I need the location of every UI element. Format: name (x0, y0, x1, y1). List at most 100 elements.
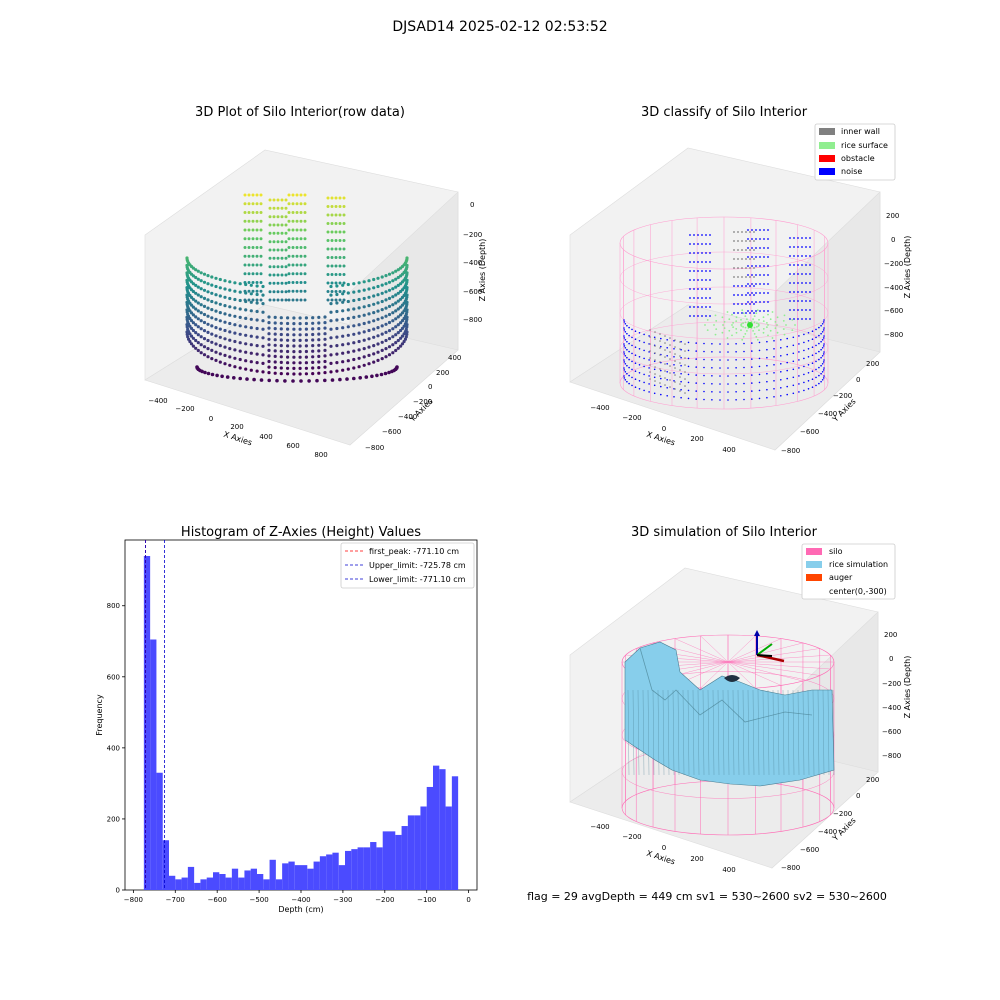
raw-data-point (273, 332, 277, 336)
raw-data-point (367, 328, 371, 333)
raw-data-point (384, 306, 388, 310)
noise-point (705, 234, 707, 236)
noise-point (653, 360, 656, 363)
raw-data-point (372, 286, 376, 290)
panel2-z-tick: −600 (884, 307, 903, 315)
noise-point (747, 238, 749, 240)
noise-point (689, 270, 691, 272)
noise-point (823, 367, 825, 369)
raw-data-point (338, 230, 342, 234)
noise-point (638, 364, 641, 366)
inner-wall-point (669, 351, 671, 353)
rice-surface-point (742, 335, 745, 338)
raw-data-point (218, 277, 222, 282)
noise-point (751, 366, 753, 368)
noise-point (815, 336, 817, 339)
panel2-z-tick: −200 (884, 260, 903, 268)
noise-point (709, 315, 711, 317)
noise-point (747, 310, 749, 312)
raw-data-point (298, 372, 302, 376)
noise-point (697, 261, 699, 263)
raw-data-point (326, 239, 330, 242)
rice-surface-point (769, 329, 772, 332)
silo-top-spoke (727, 661, 820, 676)
noise-point (759, 229, 761, 231)
raw-data-point (247, 211, 251, 214)
noise-point (623, 359, 625, 361)
panel-simulation: 3D simulation of Silo Interior silo rice… (569, 525, 912, 874)
inner-wall-point (753, 267, 755, 269)
raw-data-point (291, 298, 295, 302)
noise-point (818, 350, 820, 353)
noise-point (626, 380, 628, 383)
raw-data-point (362, 338, 366, 342)
raw-data-point (255, 254, 259, 258)
raw-data-point (394, 301, 398, 305)
raw-data-point (206, 355, 210, 359)
rice-surface-point (741, 309, 744, 312)
raw-data-point (206, 322, 210, 326)
noise-point (805, 237, 807, 239)
inner-wall-point (659, 354, 661, 356)
raw-data-point (342, 213, 346, 217)
raw-data-point (342, 264, 346, 268)
noise-point (687, 349, 690, 352)
raw-data-point (346, 350, 350, 354)
raw-data-point (206, 306, 210, 310)
noise-point (818, 382, 820, 385)
noise-point (751, 398, 753, 400)
panel4-z-tick: 200 (884, 631, 897, 639)
raw-data-point (400, 342, 405, 346)
histogram-bar (150, 639, 157, 890)
noise-point (743, 366, 745, 369)
noise-point (648, 359, 650, 361)
panel4-title: 3D simulation of Silo Interior (631, 525, 818, 540)
surface-mesh-line (667, 689, 670, 776)
raw-data-point (255, 301, 259, 305)
raw-data-point (304, 355, 308, 359)
raw-data-point (338, 213, 342, 217)
noise-point (780, 379, 782, 381)
raw-data-point (199, 335, 203, 339)
raw-data-point (396, 268, 400, 272)
noise-point (749, 294, 751, 296)
rice-surface-point (753, 321, 756, 324)
noise-point (703, 350, 705, 353)
noise-point (792, 384, 795, 387)
raw-data-point (299, 289, 303, 293)
raw-data-point (255, 272, 259, 276)
inner-wall-point (664, 335, 666, 337)
noise-point (815, 376, 817, 379)
raw-data-point (352, 282, 356, 286)
inner-wall-point (749, 267, 751, 269)
noise-point (767, 265, 769, 267)
raw-data-point (323, 371, 327, 375)
noise-point (711, 351, 713, 353)
noise-point (798, 367, 800, 369)
raw-data-point (405, 323, 409, 327)
histogram-y-label: Frequency (95, 694, 104, 736)
inner-wall-point (674, 374, 676, 376)
inner-wall-point (654, 345, 656, 347)
noise-point (719, 383, 721, 385)
rice-surface-point (782, 328, 785, 330)
raw-data-point (303, 281, 307, 284)
noise-point (697, 306, 699, 308)
raw-data-point (228, 313, 232, 317)
raw-data-point (267, 343, 271, 347)
raw-data-point (247, 254, 251, 258)
noise-point (755, 229, 757, 231)
noise-point (807, 348, 810, 350)
raw-data-point (295, 219, 299, 223)
noise-point (811, 378, 814, 381)
raw-data-point (291, 379, 295, 383)
raw-data-point (298, 366, 302, 370)
legend-label-center: center(0,-300) (829, 587, 887, 596)
raw-data-point (202, 345, 207, 349)
noise-point (803, 349, 805, 352)
raw-data-point (326, 230, 330, 234)
noise-point (693, 261, 695, 263)
noise-point (780, 339, 782, 341)
noise-point (737, 303, 739, 305)
